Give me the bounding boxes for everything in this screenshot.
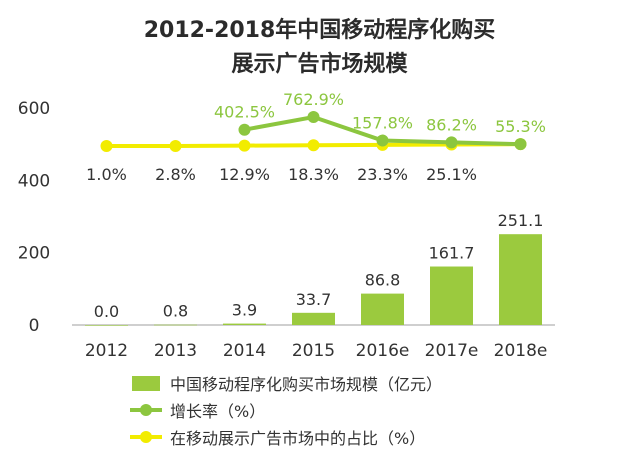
chart-subtitle: 展示广告市场规模	[231, 52, 408, 77]
share-value-label: 25.1%	[426, 165, 477, 184]
legend-swatch-bar	[132, 376, 160, 391]
legend-swatch-marker	[140, 431, 152, 443]
bar-value-label: 161.7	[429, 244, 475, 263]
share-point	[238, 139, 251, 152]
share-value-label: 23.3%	[357, 165, 408, 184]
growth-value-label: 402.5%	[214, 103, 275, 122]
share-value-label: 18.3%	[288, 165, 339, 184]
growth-value-label: 86.2%	[426, 115, 477, 134]
x-tick-label: 2012	[85, 341, 128, 361]
bar	[154, 324, 197, 326]
growth-value-label: 157.8%	[352, 114, 413, 133]
growth-point	[514, 138, 527, 151]
y-tick-label: 200	[18, 244, 50, 264]
bar	[292, 312, 335, 325]
bar-value-label: 0.8	[163, 302, 188, 321]
x-tick-label: 2018e	[494, 341, 548, 361]
bar	[361, 293, 404, 325]
legend-label: 中国移动程序化购买市场规模（亿元）	[170, 375, 442, 394]
share-value-label: 2.8%	[155, 165, 196, 184]
growth-point	[307, 111, 320, 124]
growth-value-label: 55.3%	[495, 117, 546, 136]
bar-value-label: 251.1	[498, 211, 544, 230]
y-tick-label: 600	[18, 99, 50, 119]
x-tick-label: 2015	[292, 341, 335, 361]
bar-value-label: 33.7	[296, 290, 332, 309]
legend-label: 在移动展示广告市场中的占比（%）	[170, 429, 425, 448]
bar	[430, 266, 473, 325]
growth-point	[238, 123, 251, 136]
bar-value-label: 3.9	[232, 301, 257, 320]
growth-point	[445, 136, 458, 149]
growth-point	[376, 134, 389, 147]
growth-value-label: 762.9%	[283, 90, 344, 109]
bar	[223, 323, 266, 325]
bar-value-label: 0.0	[94, 302, 119, 321]
x-tick-label: 2016e	[356, 341, 410, 361]
legend-label: 增长率（%）	[170, 402, 265, 421]
x-tick-label: 2013	[154, 341, 197, 361]
share-value-label: 12.9%	[219, 165, 270, 184]
share-point	[100, 139, 113, 152]
legend-swatch-marker	[140, 404, 152, 416]
share-point	[307, 139, 320, 152]
share-point	[169, 139, 182, 152]
x-tick-label: 2017e	[425, 341, 479, 361]
bar	[85, 325, 128, 326]
y-tick-label: 400	[18, 171, 50, 191]
share-value-label: 1.0%	[86, 165, 127, 184]
x-tick-label: 2014	[223, 341, 266, 361]
y-tick-label: 0	[29, 316, 40, 336]
bar-value-label: 86.8	[365, 271, 401, 290]
bar	[499, 234, 542, 325]
chart-title: 2012-2018年中国移动程序化购买	[143, 18, 496, 43]
